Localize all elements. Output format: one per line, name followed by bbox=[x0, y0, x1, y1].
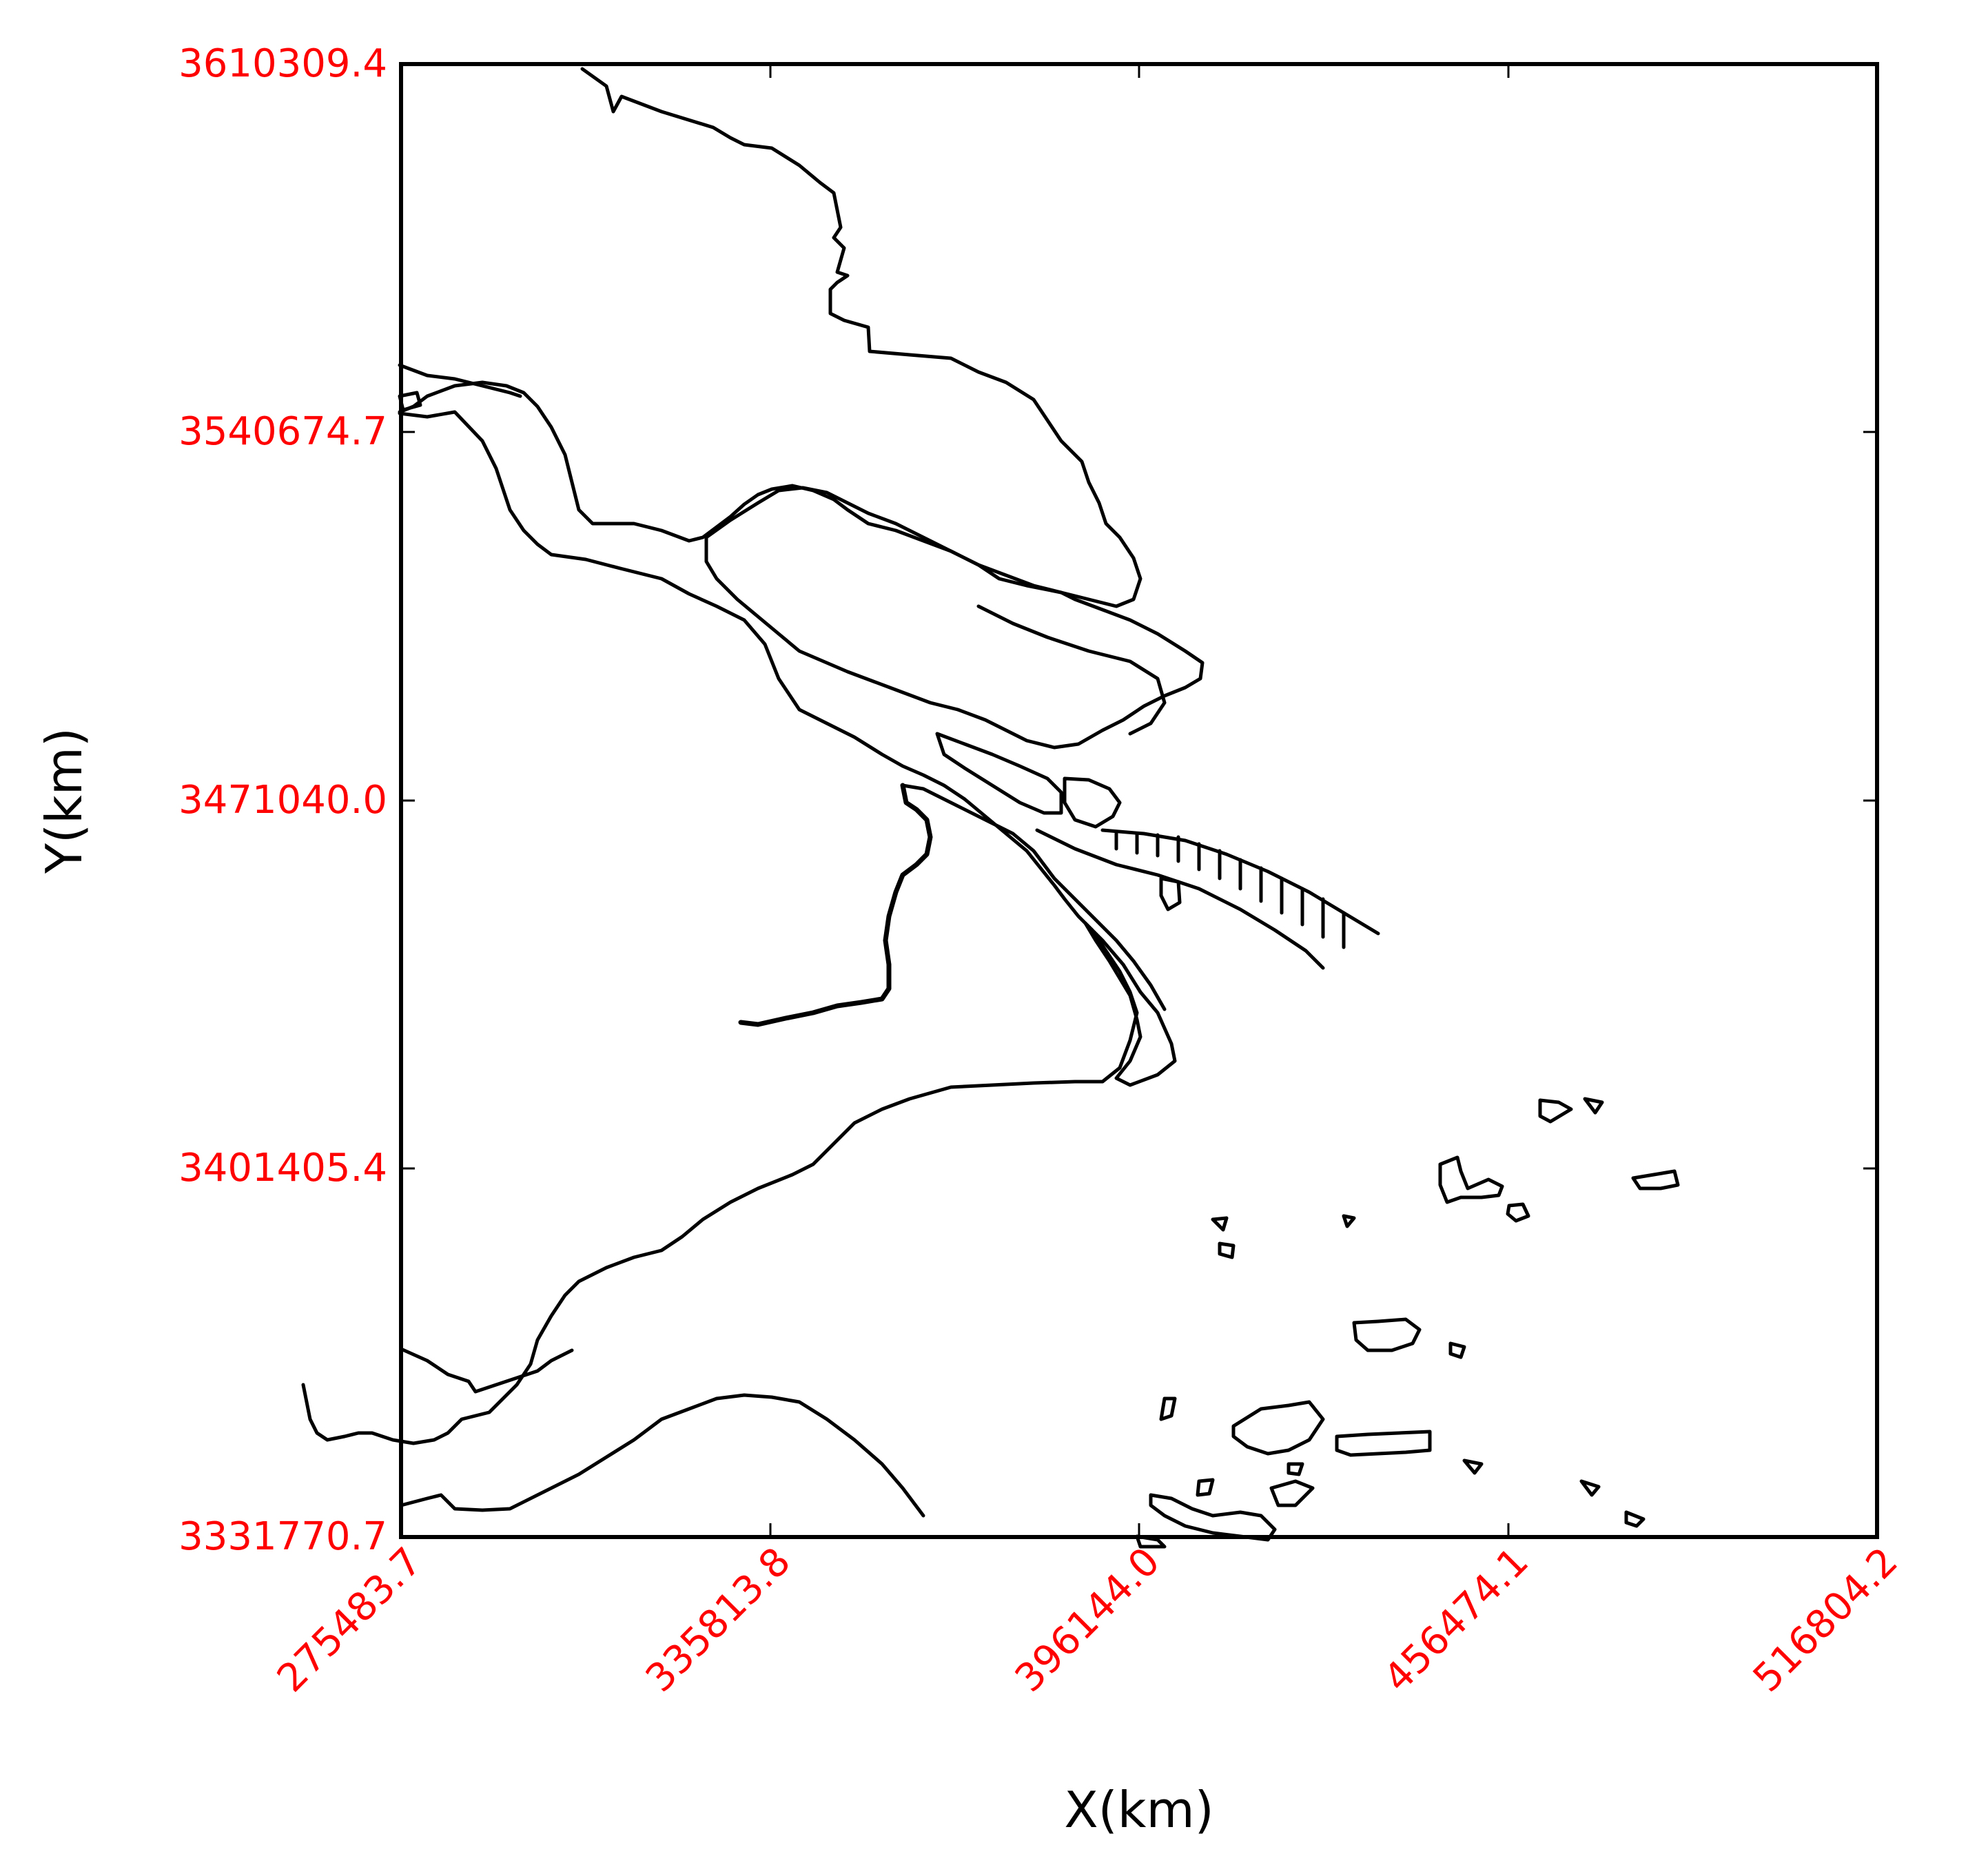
south-estuary-shore bbox=[301, 410, 1139, 1445]
x-tick-labels: 275483.7 335813.8 396144.0 456474.1 5168… bbox=[269, 1539, 1907, 1701]
y-ticks bbox=[401, 431, 1877, 1170]
plot-frame bbox=[399, 62, 1879, 1539]
x-tick-label: 275483.7 bbox=[269, 1539, 431, 1701]
y-tick-label: 3331770.7 bbox=[178, 1514, 387, 1559]
x-tick-label: 396144.0 bbox=[1007, 1539, 1169, 1701]
river bbox=[738, 783, 933, 1027]
island-large bbox=[704, 486, 1205, 750]
channel-north-line bbox=[1100, 828, 1380, 936]
x-axis-title: X(km) bbox=[1064, 1781, 1213, 1839]
island-small bbox=[1063, 776, 1122, 829]
north-coastline bbox=[398, 67, 1142, 608]
pudong-shore bbox=[901, 783, 1167, 1011]
offshore-islands bbox=[1135, 1097, 1680, 1549]
x-tick-label: 335813.8 bbox=[637, 1539, 799, 1701]
north-inlet bbox=[398, 363, 522, 398]
y-tick-labels: 3610309.4 3540674.7 3471040.0 3401405.4 … bbox=[178, 41, 387, 1559]
channel-south-line bbox=[1035, 828, 1325, 970]
y-tick-label: 3401405.4 bbox=[178, 1146, 387, 1190]
southern-coastline bbox=[399, 1347, 574, 1394]
reclaimed-land bbox=[1083, 921, 1177, 1087]
island-inner bbox=[976, 604, 1167, 736]
island-mid bbox=[935, 732, 1063, 815]
lower-coast bbox=[399, 1393, 925, 1518]
y-tick-label: 3610309.4 bbox=[178, 41, 387, 86]
y-tick-label: 3471040.0 bbox=[178, 778, 387, 823]
channel-hatching bbox=[1114, 832, 1346, 949]
x-ticks bbox=[769, 64, 1510, 1537]
x-tick-label: 516804.2 bbox=[1745, 1539, 1907, 1701]
y-axis-title: Y(km) bbox=[35, 728, 93, 874]
y-tick-label: 3540674.7 bbox=[178, 409, 387, 454]
coastlines bbox=[301, 67, 1142, 1518]
x-tick-label: 456474.1 bbox=[1375, 1539, 1537, 1701]
